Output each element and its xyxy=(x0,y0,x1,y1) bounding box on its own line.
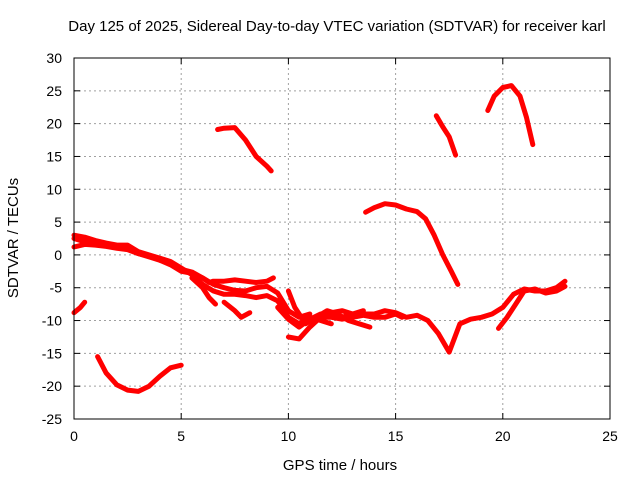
series-group xyxy=(71,83,568,394)
x-tick-label: 5 xyxy=(177,428,185,444)
x-tick-label: 25 xyxy=(602,428,618,444)
x-tick-label: 10 xyxy=(281,428,297,444)
series-line-s11 xyxy=(307,311,405,323)
series-line-s4 xyxy=(189,275,218,307)
series-line-s5 xyxy=(221,299,253,320)
series-line-s14 xyxy=(363,201,461,287)
y-tick-label: -25 xyxy=(42,411,62,427)
series-line-s9 xyxy=(285,288,373,330)
series-line-s13 xyxy=(496,283,568,331)
series-line-s12 xyxy=(275,304,366,330)
x-tick-label: 0 xyxy=(70,428,78,444)
y-tick-label: -20 xyxy=(42,378,62,394)
series-line-s6 xyxy=(71,299,88,316)
grid xyxy=(74,58,610,419)
x-axis-label: GPS time / hours xyxy=(283,457,397,474)
y-tick-label: 0 xyxy=(54,247,62,263)
y-tick-label: 30 xyxy=(46,50,62,66)
x-tick-label: 20 xyxy=(495,428,511,444)
y-tick-label: 25 xyxy=(46,83,62,99)
series-line-s15 xyxy=(433,113,459,158)
series-line-s16 xyxy=(485,83,536,148)
y-tick-label: 10 xyxy=(46,181,62,197)
ticks xyxy=(73,57,611,420)
x-tick-labels: 0 5 10 15 20 25 xyxy=(70,428,618,444)
y-tick-label: -5 xyxy=(50,280,63,296)
y-tick-labels: -25 -20 -15 -10 -5 0 5 10 15 20 25 30 xyxy=(42,50,62,427)
series-line-s7 xyxy=(95,354,184,394)
y-tick-label: -10 xyxy=(42,313,62,329)
y-tick-label: 15 xyxy=(46,148,62,164)
y-tick-label: 20 xyxy=(46,116,62,132)
chart-title: Day 125 of 2025, Sidereal Day-to-day VTE… xyxy=(68,18,605,35)
series-line-s8 xyxy=(215,125,274,174)
y-axis-label: SDTVAR / TECUs xyxy=(5,178,22,298)
y-tick-label: 5 xyxy=(54,214,62,230)
y-tick-label: -15 xyxy=(42,345,62,361)
plot-frame xyxy=(73,57,611,420)
x-tick-label: 15 xyxy=(388,428,404,444)
series-line-s10 xyxy=(285,278,568,355)
